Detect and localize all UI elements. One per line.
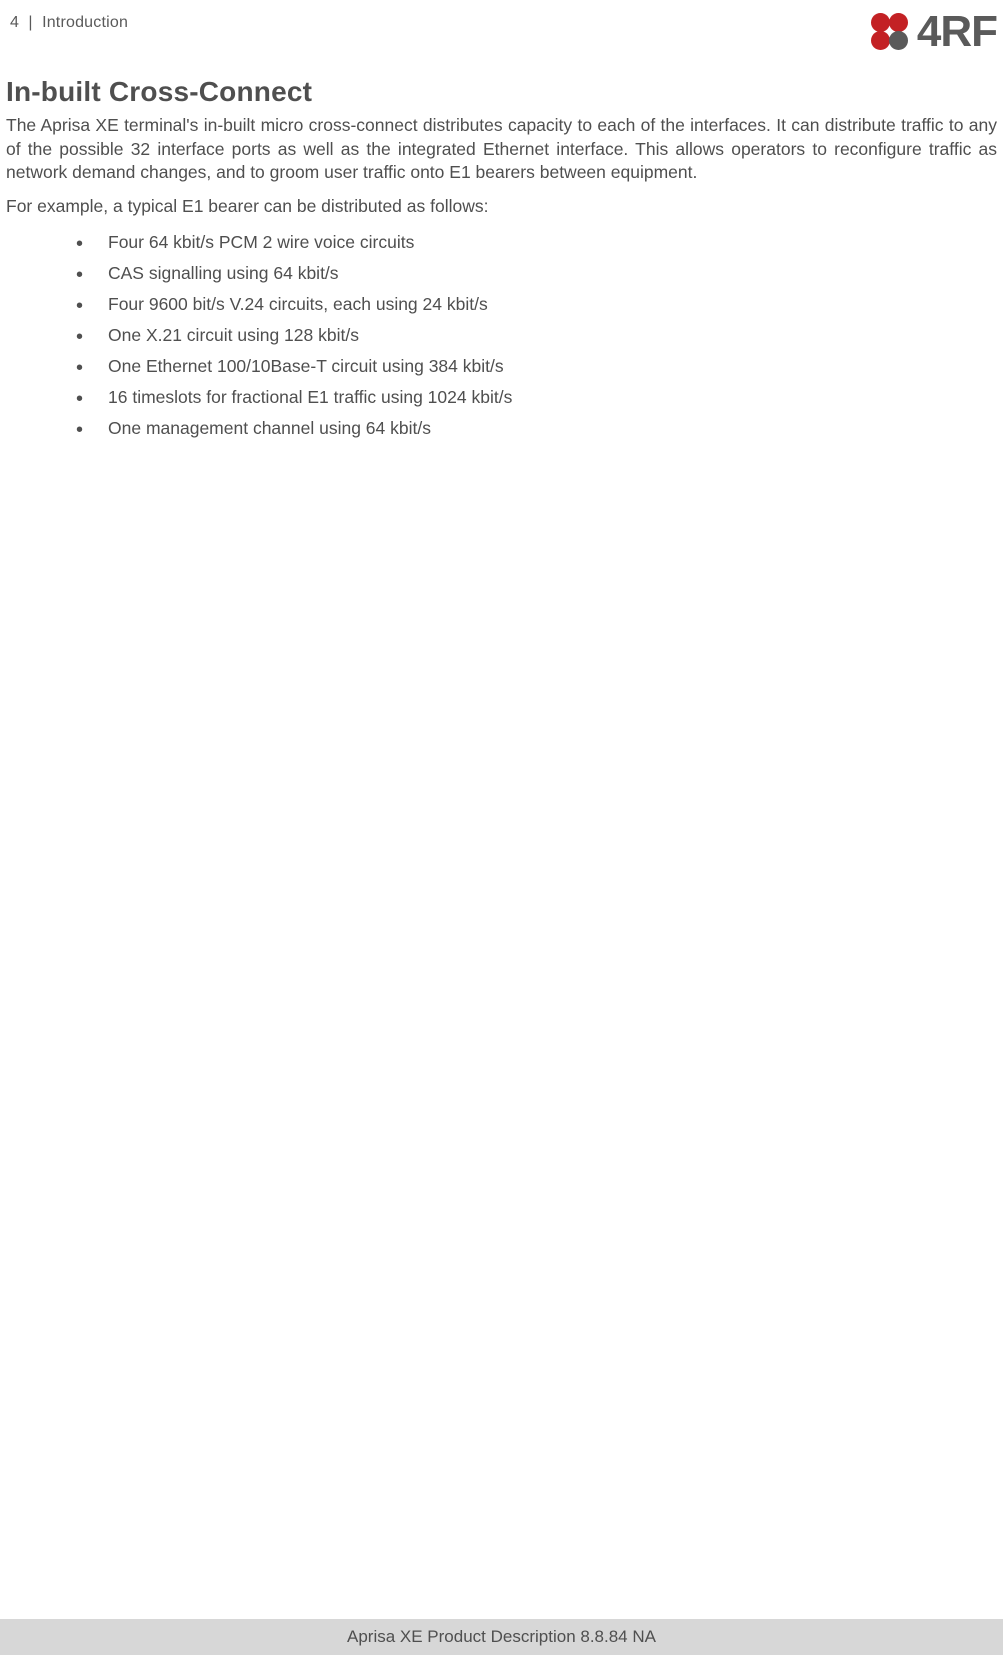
footer-text: Aprisa XE Product Description 8.8.84 NA <box>347 1627 656 1647</box>
logo-petal-icon <box>889 31 908 50</box>
logo-petal-icon <box>871 13 890 32</box>
list-item: CAS signalling using 64 kbit/s <box>76 260 997 287</box>
page: 4 | Introduction 4RF In-built Cross-Conn… <box>0 0 1003 1655</box>
list-item: Four 64 kbit/s PCM 2 wire voice circuits <box>76 229 997 256</box>
content-area: In-built Cross-Connect The Aprisa XE ter… <box>0 76 1003 442</box>
paragraph: For example, a typical E1 bearer can be … <box>6 195 997 219</box>
brand-logo: 4RF <box>867 10 997 54</box>
bullet-list: Four 64 kbit/s PCM 2 wire voice circuits… <box>6 229 997 443</box>
list-item: One Ethernet 100/10Base-T circuit using … <box>76 353 997 380</box>
header-left: 4 | Introduction <box>10 10 128 32</box>
brand-logo-icon <box>867 10 911 54</box>
header-section: Introduction <box>42 14 128 31</box>
header-separator: | <box>28 14 32 31</box>
section-title: In-built Cross-Connect <box>6 76 997 108</box>
brand-logo-text: 4RF <box>917 10 997 54</box>
page-footer: Aprisa XE Product Description 8.8.84 NA <box>0 1619 1003 1655</box>
list-item: Four 9600 bit/s V.24 circuits, each usin… <box>76 291 997 318</box>
paragraph: The Aprisa XE terminal's in-built micro … <box>6 114 997 185</box>
page-header: 4 | Introduction 4RF <box>0 0 1003 54</box>
logo-petal-icon <box>889 13 908 32</box>
list-item: 16 timeslots for fractional E1 traffic u… <box>76 384 997 411</box>
logo-petal-icon <box>871 31 890 50</box>
list-item: One X.21 circuit using 128 kbit/s <box>76 322 997 349</box>
list-item: One management channel using 64 kbit/s <box>76 415 997 442</box>
page-number: 4 <box>10 14 19 31</box>
